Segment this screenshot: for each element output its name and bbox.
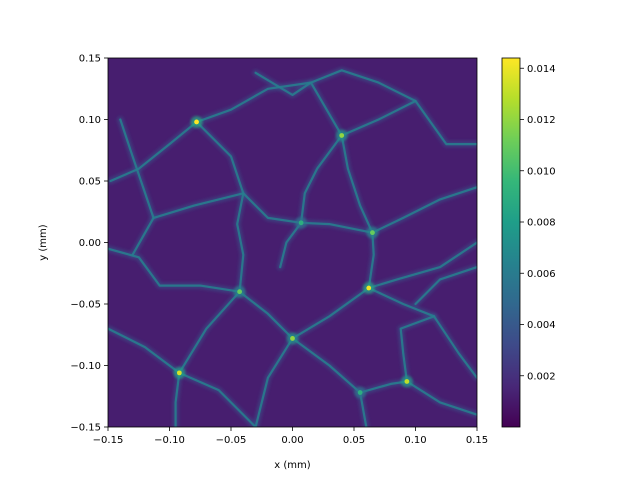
ridge-line [236,192,245,293]
hotspot [298,220,304,226]
hotspot [237,289,243,295]
y-tick-label: 0.00 [79,238,101,249]
ridge-line [242,192,303,224]
ridge-line [178,371,257,427]
x-tick-label: 0.00 [281,435,303,446]
colorbar-axis: 0.002 0.004 0.006 0.008 0.010 0.012 0.014 [520,64,556,382]
ridge-line [300,134,343,224]
y-tick-label: −0.15 [70,423,101,434]
y-axis-label: y (mm) [38,224,49,260]
ridge-line [432,315,477,379]
x-tick-label: 0.10 [404,435,426,446]
colorbar-tick-label: 0.004 [527,320,556,331]
ridge-line [195,120,245,195]
hotspot [404,379,410,384]
ridge-line [367,286,436,318]
hotspot [290,336,295,341]
colorbar-tick-label: 0.002 [527,371,556,382]
x-axis: −0.15 −0.10 −0.05 0.00 0.05 0.10 0.15 [93,427,488,446]
x-axis-label: x (mm) [274,460,310,471]
hotspot [366,285,372,291]
ridge-line [414,266,477,306]
hotspot [339,133,345,138]
ridge-line [174,371,181,427]
colorbar-gradient [501,57,521,428]
ridge-line [108,247,241,293]
x-tick-label: 0.15 [466,435,488,446]
ridge-line [405,380,477,416]
ridge-line [399,315,436,383]
ridge-line [119,118,155,219]
colorbar: 0.002 0.004 0.006 0.008 0.010 0.012 0.014 [501,57,556,428]
ridge-line [371,186,477,234]
ridge-line [131,192,245,256]
colorbar-tick-label: 0.012 [527,115,556,126]
y-axis: −0.15 −0.10 −0.05 0.00 0.05 0.10 0.15 [70,54,108,434]
y-tick-label: 0.10 [79,115,101,126]
ridge-line [367,231,375,290]
hotspot [176,370,182,376]
colorbar-tick-label: 0.008 [527,218,556,229]
x-tick-label: −0.15 [93,435,124,446]
ridge-line [254,337,294,427]
ridge-line [309,69,417,103]
heatmap-hotspots [173,115,413,399]
ridge-line [340,134,374,234]
colorbar-tick-label: 0.014 [527,64,556,75]
ridge-line [367,241,477,290]
ridge-line [291,286,370,340]
ridge-line [195,81,343,137]
ridge-line [254,71,312,96]
colorbar-tick-label: 0.010 [527,166,556,177]
hotspot [357,390,363,395]
ridge-line [108,327,181,374]
ridge-line [109,120,198,183]
y-tick-label: 0.15 [79,54,101,65]
heatmap-ridges [108,67,477,427]
heatmap [108,58,477,427]
x-tick-label: −0.05 [216,435,247,446]
colorbar-tick-label: 0.006 [527,269,556,280]
ridge-line [238,290,294,340]
ridge-line [178,290,241,374]
y-tick-label: 0.05 [79,177,101,188]
hotspot [370,230,375,236]
y-tick-label: −0.05 [70,300,101,311]
x-tick-label: 0.05 [343,435,365,446]
y-tick-label: −0.10 [70,361,101,372]
hotspot [194,119,199,125]
ridge-line [291,337,362,394]
x-tick-label: −0.10 [154,435,185,446]
